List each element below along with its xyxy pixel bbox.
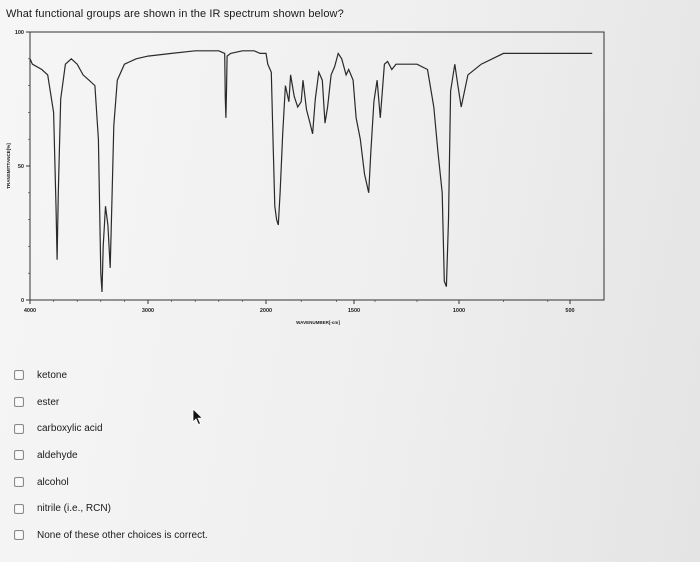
- option-label: carboxylic acid: [37, 423, 103, 435]
- x-tick-label: 500: [565, 308, 574, 314]
- option-carboxylic-acid[interactable]: carboxylic acid: [14, 415, 208, 442]
- y-tick-label: 0: [21, 298, 24, 304]
- x-tick-label: 3000: [142, 308, 154, 314]
- option-label: ketone: [37, 369, 68, 381]
- plot-frame: [29, 31, 605, 301]
- x-tick-label: 1000: [453, 308, 465, 314]
- ir-spectrum-svg: 4000 3000 2000 1500 1000 500 0 50 100 WAVENUMBER[…: [6, 30, 605, 325]
- checkbox-icon[interactable]: [14, 423, 24, 434]
- option-none-correct[interactable]: None of these other choices is correct.: [14, 522, 208, 549]
- x-tick-label: 4000: [24, 308, 36, 314]
- option-label: aldehyde: [37, 449, 78, 461]
- option-nitrile[interactable]: nitrile (i.e., RCN): [14, 495, 208, 522]
- spectrum-line: [29, 50, 593, 293]
- option-aldehyde[interactable]: aldehyde: [14, 442, 208, 469]
- x-tick-label: 2000: [260, 308, 272, 314]
- checkbox-icon[interactable]: [14, 530, 24, 541]
- checkbox-icon[interactable]: [14, 503, 24, 514]
- option-ketone[interactable]: ketone: [14, 362, 208, 389]
- option-alcohol[interactable]: alcohol: [14, 469, 208, 496]
- mouse-pointer-icon: [192, 408, 204, 426]
- question-text: What functional groups are shown in the …: [6, 8, 344, 20]
- option-label: alcohol: [37, 476, 69, 488]
- ir-spectrum-chart: 4000 3000 2000 1500 1000 500 0 50 100 WAVENUMBER[…: [0, 22, 640, 342]
- checkbox-icon[interactable]: [14, 450, 24, 461]
- option-label: None of these other choices is correct.: [37, 529, 208, 541]
- y-tick-label: 50: [18, 164, 24, 170]
- checkbox-icon[interactable]: [14, 477, 24, 488]
- option-label: nitrile (i.e., RCN): [37, 503, 111, 515]
- checkbox-icon[interactable]: [14, 370, 24, 381]
- x-tick-label: 1500: [348, 308, 360, 314]
- option-ester[interactable]: ester: [14, 389, 208, 416]
- checkbox-icon[interactable]: [14, 397, 24, 408]
- option-label: ester: [37, 396, 60, 408]
- x-axis-label: WAVENUMBER[-cm]: [296, 320, 340, 325]
- answer-options: ketone ester carboxylic acid aldehyde al…: [14, 362, 208, 549]
- y-axis-label: TRANSMITTANCE[%]: [6, 143, 11, 189]
- y-tick-label: 100: [15, 30, 24, 36]
